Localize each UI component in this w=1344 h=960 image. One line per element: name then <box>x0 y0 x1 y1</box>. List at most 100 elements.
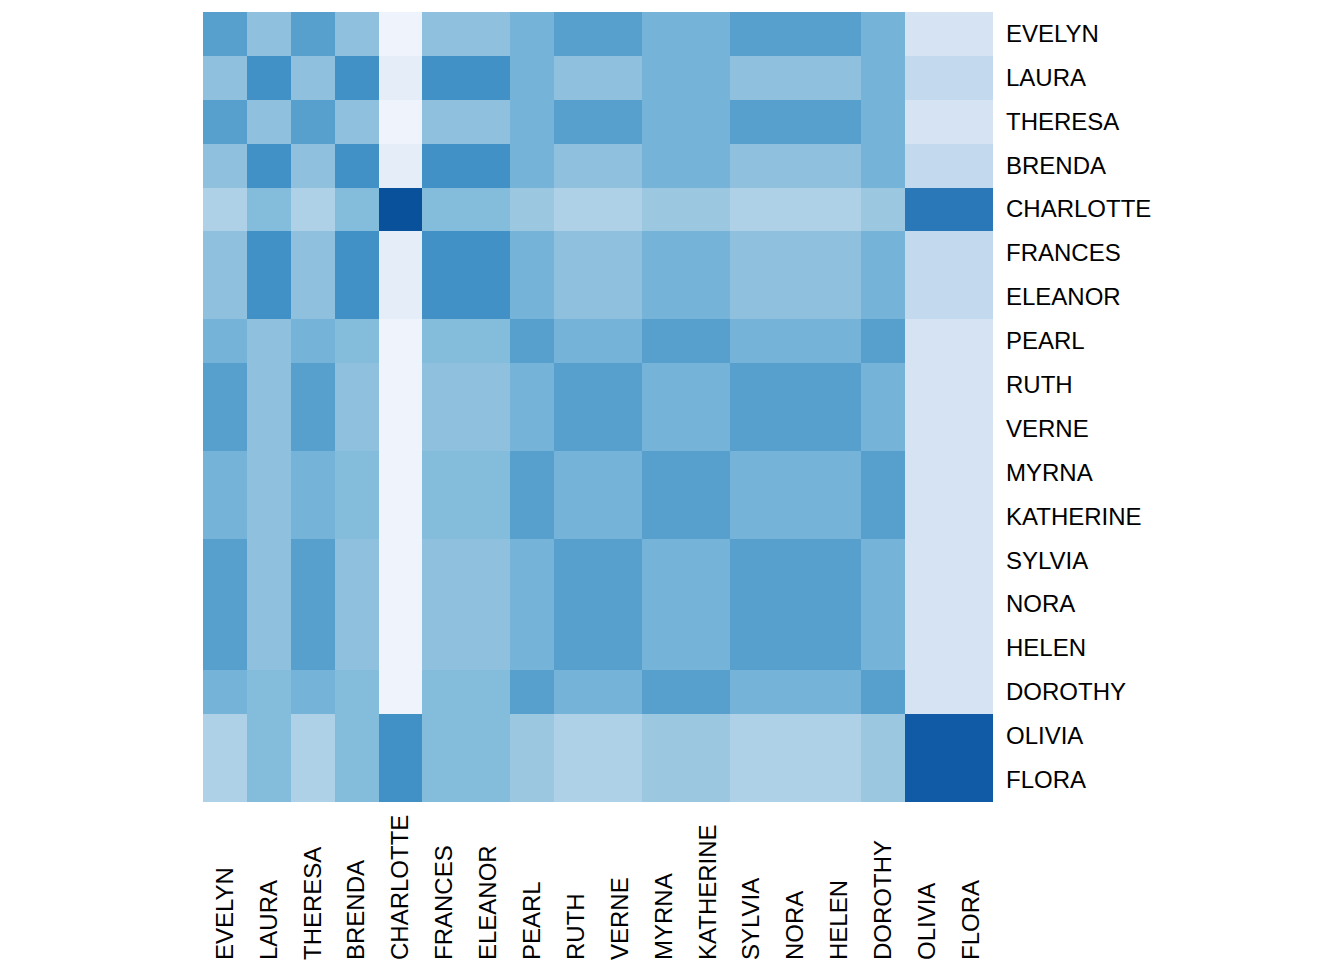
heatmap-cell <box>642 363 686 407</box>
heatmap-cell <box>335 363 379 407</box>
heatmap-cell <box>949 714 993 758</box>
heatmap-cell <box>817 407 861 451</box>
heatmap-cell <box>905 363 949 407</box>
heatmap-cell <box>686 100 730 144</box>
x-axis-label: SYLVIA <box>730 813 774 960</box>
heatmap-cell <box>422 714 466 758</box>
heatmap-cell <box>510 714 554 758</box>
heatmap-cell <box>422 188 466 232</box>
heatmap-cell <box>730 407 774 451</box>
heatmap-cell <box>422 56 466 100</box>
y-axis-label: PEARL <box>1006 319 1085 363</box>
y-axis-label: VERNE <box>1006 407 1089 451</box>
heatmap-cell <box>554 539 598 583</box>
heatmap-cell <box>905 758 949 802</box>
heatmap-cell <box>422 12 466 56</box>
heatmap-cell <box>686 12 730 56</box>
heatmap-cell <box>949 319 993 363</box>
heatmap-cell <box>247 714 291 758</box>
heatmap-cell <box>510 670 554 714</box>
heatmap-cell <box>466 56 510 100</box>
heatmap-cell <box>817 451 861 495</box>
heatmap-cell <box>291 100 335 144</box>
x-axis-label: CHARLOTTE <box>379 813 423 960</box>
heatmap-cell <box>686 495 730 539</box>
heatmap-cell <box>817 495 861 539</box>
heatmap-cell <box>861 626 905 670</box>
heatmap-cell <box>554 758 598 802</box>
heatmap-cell <box>291 539 335 583</box>
heatmap-cell <box>335 188 379 232</box>
heatmap-cell <box>335 144 379 188</box>
heatmap-cell <box>554 495 598 539</box>
heatmap-cell <box>247 583 291 627</box>
heatmap-cell <box>817 56 861 100</box>
heatmap-cell <box>730 539 774 583</box>
heatmap-cell <box>291 319 335 363</box>
heatmap-cell <box>774 626 818 670</box>
heatmap-cell <box>598 626 642 670</box>
heatmap-cell <box>203 539 247 583</box>
heatmap-cell <box>335 319 379 363</box>
heatmap-cell <box>598 758 642 802</box>
heatmap-cell <box>510 275 554 319</box>
heatmap-cell <box>905 100 949 144</box>
heatmap-grid <box>203 12 993 802</box>
heatmap-cell <box>598 714 642 758</box>
heatmap-cell <box>466 363 510 407</box>
heatmap-cell <box>817 626 861 670</box>
heatmap-cell <box>905 275 949 319</box>
heatmap-cell <box>203 275 247 319</box>
heatmap-cell <box>730 231 774 275</box>
heatmap-cell <box>466 626 510 670</box>
heatmap-cell <box>774 495 818 539</box>
heatmap-cell <box>247 626 291 670</box>
heatmap-cell <box>905 56 949 100</box>
heatmap-cell <box>686 670 730 714</box>
y-axis-label: LAURA <box>1006 56 1086 100</box>
heatmap-cell <box>861 56 905 100</box>
heatmap-cell <box>817 319 861 363</box>
heatmap-cell <box>379 714 423 758</box>
heatmap-cell <box>335 12 379 56</box>
heatmap-cell <box>598 451 642 495</box>
heatmap-cell <box>774 275 818 319</box>
heatmap-cell <box>203 583 247 627</box>
heatmap-cell <box>510 100 554 144</box>
heatmap-cell <box>817 144 861 188</box>
heatmap-cell <box>203 231 247 275</box>
heatmap-cell <box>422 626 466 670</box>
heatmap-cell <box>642 231 686 275</box>
heatmap-cell <box>817 275 861 319</box>
heatmap-cell <box>905 583 949 627</box>
heatmap-cell <box>510 319 554 363</box>
heatmap-cell <box>686 758 730 802</box>
heatmap-cell <box>861 144 905 188</box>
heatmap-cell <box>774 583 818 627</box>
heatmap-cell <box>466 12 510 56</box>
heatmap-cell <box>861 758 905 802</box>
heatmap-cell <box>686 144 730 188</box>
heatmap-cell <box>422 100 466 144</box>
heatmap-cell <box>730 583 774 627</box>
heatmap-cell <box>291 670 335 714</box>
heatmap-cell <box>642 144 686 188</box>
heatmap-cell <box>203 670 247 714</box>
y-axis-label: BRENDA <box>1006 144 1106 188</box>
heatmap-cell <box>598 188 642 232</box>
heatmap-cell <box>379 100 423 144</box>
heatmap-cell <box>379 670 423 714</box>
heatmap-cell <box>554 144 598 188</box>
heatmap-cell <box>554 451 598 495</box>
heatmap-cell <box>466 188 510 232</box>
heatmap-cell <box>861 100 905 144</box>
heatmap-cell <box>510 539 554 583</box>
heatmap-cell <box>730 758 774 802</box>
heatmap-cell <box>905 670 949 714</box>
heatmap-cell <box>554 583 598 627</box>
y-axis-label: FLORA <box>1006 758 1086 802</box>
heatmap-cell <box>598 670 642 714</box>
heatmap-cell <box>774 100 818 144</box>
heatmap-cell <box>247 12 291 56</box>
heatmap-cell <box>422 583 466 627</box>
